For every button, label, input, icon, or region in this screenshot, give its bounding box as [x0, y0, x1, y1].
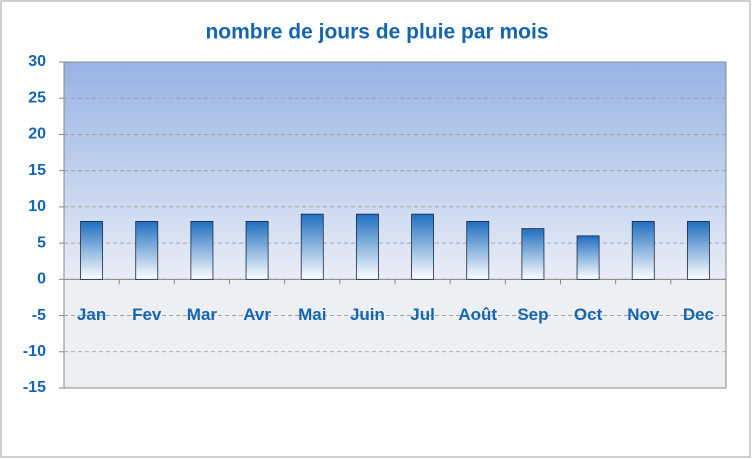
y-tick-label: -5 — [32, 307, 46, 324]
x-tick-label: Août — [458, 305, 497, 324]
bar — [300, 213, 324, 280]
x-tick-label: Jan — [77, 305, 106, 324]
bar — [190, 220, 214, 280]
x-tick-label: Nov — [627, 305, 660, 324]
bar — [80, 220, 104, 280]
plot-area — [64, 62, 726, 388]
y-tick-label: 10 — [28, 198, 46, 215]
y-tick-label: 25 — [28, 89, 46, 106]
x-tick-label: Oct — [574, 305, 603, 324]
bar — [631, 220, 655, 280]
bar — [521, 228, 545, 280]
y-tick-label: -10 — [23, 343, 46, 360]
y-tick-label: 15 — [28, 162, 46, 179]
bar — [576, 235, 600, 280]
y-tick-label: 20 — [28, 126, 46, 143]
bar — [686, 220, 710, 280]
x-tick-label: Avr — [243, 305, 271, 324]
plot-border — [63, 61, 727, 389]
x-tick-label: Mar — [187, 305, 218, 324]
bar — [355, 213, 379, 280]
plot-background-bottom — [64, 279, 726, 388]
x-tick-label: Fev — [132, 305, 162, 324]
y-tick-label: 30 — [28, 53, 46, 70]
bar — [135, 220, 159, 280]
y-tick-label: 5 — [37, 234, 46, 251]
x-tick-label: Mai — [298, 305, 326, 324]
bar — [411, 213, 435, 280]
bar — [245, 220, 269, 280]
chart-title: nombre de jours de pluie par mois — [205, 21, 548, 44]
y-tick-label: 0 — [37, 271, 46, 288]
y-tick-label: -15 — [23, 379, 46, 396]
bar — [466, 220, 490, 280]
x-tick-label: Juin — [350, 305, 385, 324]
x-tick-label: Jul — [410, 305, 435, 324]
x-tick-label: Dec — [683, 305, 714, 324]
x-tick-label: Sep — [517, 305, 548, 324]
